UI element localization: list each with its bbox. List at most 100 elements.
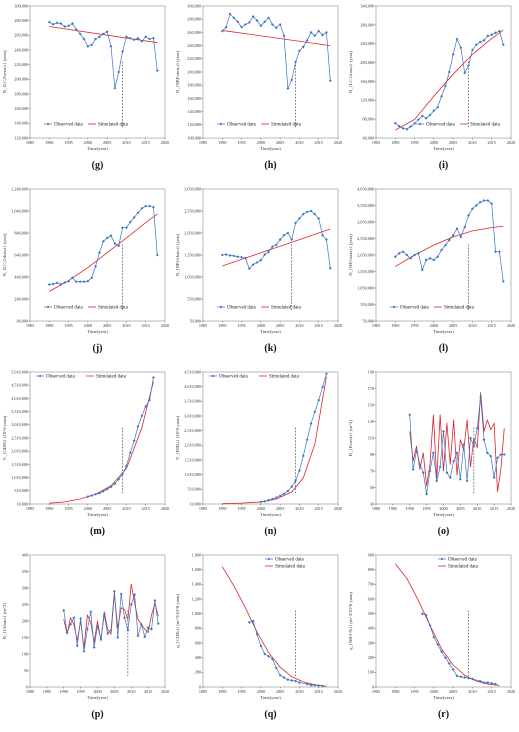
x-axis-label: Time(year): [87, 146, 108, 151]
y-tick-label: 3,510,000: [184, 399, 201, 405]
observed-point: [472, 444, 476, 448]
y-tick-label: 120,000: [14, 135, 28, 141]
y-tick-label: 800: [195, 626, 201, 631]
x-tick-label: 1985: [199, 689, 207, 694]
observed-point: [220, 253, 224, 257]
x-tick-label: 1985: [26, 506, 34, 511]
x-tick-label: 1985: [199, 506, 207, 511]
x-tick-label: 2000: [257, 323, 265, 328]
observed-point: [479, 395, 483, 399]
x-tick-label: 2005: [276, 506, 284, 511]
y-tick-label: 4,010,000: [11, 396, 28, 402]
x-tick-label: 2000: [439, 506, 447, 511]
x-tick-label: 2015: [315, 506, 323, 511]
x-tick-label: 1985: [43, 689, 51, 694]
legend: Observed data Simulated data: [416, 122, 501, 128]
x-tick-label: 1995: [64, 140, 72, 145]
y-tick-label: 220,000: [187, 56, 201, 62]
legend: Observed data Simulated data: [44, 305, 129, 311]
y-tick-label: 2,010,000: [184, 443, 201, 449]
y-tick-label: 120,000: [360, 98, 374, 104]
observed-point: [90, 494, 94, 497]
observed-point: [94, 264, 97, 268]
observed-point: [150, 627, 153, 631]
x-tick-label: 1990: [218, 140, 226, 145]
observed-point: [232, 254, 236, 258]
observed-point: [325, 238, 328, 242]
x-axis-label: Time(year): [87, 329, 108, 334]
series-line-observed: [249, 620, 323, 687]
series-line-simulated: [49, 213, 158, 292]
observed-point: [132, 38, 136, 42]
x-tick-label: 1985: [26, 323, 34, 328]
y-tick-label: 1,240,000: [11, 186, 28, 192]
y-tick-label: 160,000: [14, 106, 28, 112]
series-line-simulated: [409, 392, 505, 493]
y-tick-label: 700: [368, 582, 374, 587]
y-tick-label: 1,400: [192, 582, 201, 588]
observed-point: [144, 35, 148, 39]
chart-svg-l: 50,000 550,000 1,050,000 1,550,000 2,050,000…: [348, 186, 515, 334]
observed-point: [486, 199, 490, 202]
observed-point: [113, 86, 117, 90]
series-line-observed: [49, 205, 158, 285]
y-tick-label: 3,010,000: [184, 413, 201, 419]
chart-svg-g: 120,000 140,000 160,000 180,000 200,000 220,0…: [2, 3, 169, 151]
y-tick-label: 4,510,000: [11, 383, 28, 389]
observed-point: [119, 592, 123, 596]
y-tick-label: 280,000: [14, 18, 28, 24]
y-tick-label: 5,010,000: [11, 369, 28, 375]
x-tick-label: 2010: [473, 506, 481, 511]
observed-point: [152, 36, 155, 40]
observed-point: [140, 414, 144, 418]
observed-point: [255, 19, 259, 22]
legend-label-simulated: Simulated data: [98, 306, 129, 311]
x-tick-label: 1985: [372, 323, 380, 328]
y-tick-label: 300,000: [187, 3, 201, 9]
x-tick-label: 2010: [122, 323, 130, 328]
observed-point: [101, 489, 105, 493]
x-tick-label: 2020: [507, 506, 515, 511]
chart-panel-p: 0 50 100 150 200 250 300 350 400 1980 1985 1990 1995…: [0, 549, 173, 732]
observed-point: [282, 233, 286, 237]
x-tick-label: 2015: [488, 140, 496, 145]
observed-point: [478, 200, 482, 204]
y-tick-label: 3,550,000: [357, 203, 374, 209]
observed-point: [92, 645, 96, 649]
x-tick-label: 2005: [110, 689, 118, 694]
x-tick-label: 2005: [276, 140, 284, 145]
x-tick-label: 2020: [507, 140, 515, 145]
x-tick-label: 2020: [507, 323, 515, 328]
x-tick-label: 2020: [161, 140, 169, 145]
legend-label-simulated: Simulated data: [444, 306, 475, 311]
x-tick-label: 2005: [276, 689, 284, 694]
x-tick-label: 2015: [490, 506, 498, 511]
y-tick-label: 260,000: [187, 30, 201, 36]
observed-point: [482, 38, 486, 42]
y-tick-label: 250: [22, 602, 28, 607]
observed-point: [321, 385, 324, 389]
observed-point: [224, 253, 228, 256]
y-tick-label: 500: [368, 611, 374, 616]
observed-point: [425, 492, 429, 496]
y-tick-label: 2,050,000: [357, 252, 374, 258]
x-tick-label: 2000: [84, 506, 92, 511]
panel-label: (p): [91, 709, 104, 720]
series-line-simulated: [394, 563, 500, 686]
x-tick-label: 1995: [410, 140, 418, 145]
y-tick-label: 2,510,000: [11, 435, 28, 441]
observed-point: [459, 235, 463, 239]
legend-label-observed: Observed data: [426, 123, 456, 128]
y-tick-label: 4,510,000: [184, 369, 201, 375]
x-tick-label: 2005: [449, 140, 457, 145]
x-tick-label: 2015: [142, 140, 150, 145]
observed-point: [489, 454, 493, 458]
legend-label-simulated: Simulated data: [470, 123, 501, 128]
observed-point: [499, 453, 503, 456]
y-tick-label: 220,000: [14, 62, 28, 68]
y-tick-label: 550,000: [187, 296, 201, 302]
observed-point: [328, 79, 332, 82]
y-axis-label: N_{NP,Grass,t} (year): [348, 234, 354, 276]
series-line-simulated: [221, 566, 327, 687]
observed-point: [121, 50, 124, 53]
